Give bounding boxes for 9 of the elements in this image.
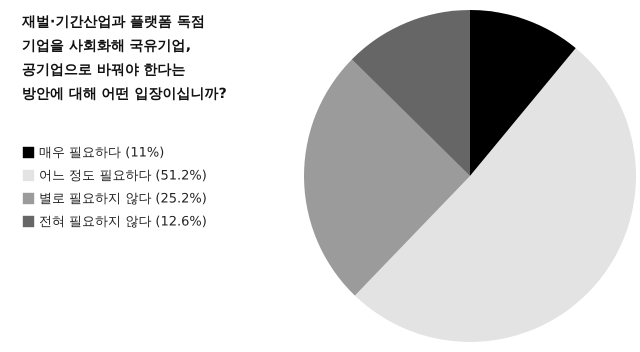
pie-slice bbox=[304, 59, 470, 296]
pie-slice bbox=[352, 10, 470, 176]
legend-label: 전혀 필요하지 않다 (12.6%) bbox=[39, 214, 207, 230]
pie-slice bbox=[470, 10, 576, 176]
text: 재벌·기간산업과 플랫폼 독점 기업을 사회화해 국유기업, 공기업으로 바꿔야 한다는 방안에 대해 어떤 입장이십니까? bbox=[21, 14, 227, 102]
legend-label: 어느 정도 필요하다 (51.2%) bbox=[39, 168, 207, 184]
legend-label: 매우 필요하다 (11%) bbox=[39, 146, 164, 160]
pie-slice bbox=[354, 48, 636, 342]
legend-label: 별로 필요하지 않다 (25.2%) bbox=[39, 192, 207, 206]
